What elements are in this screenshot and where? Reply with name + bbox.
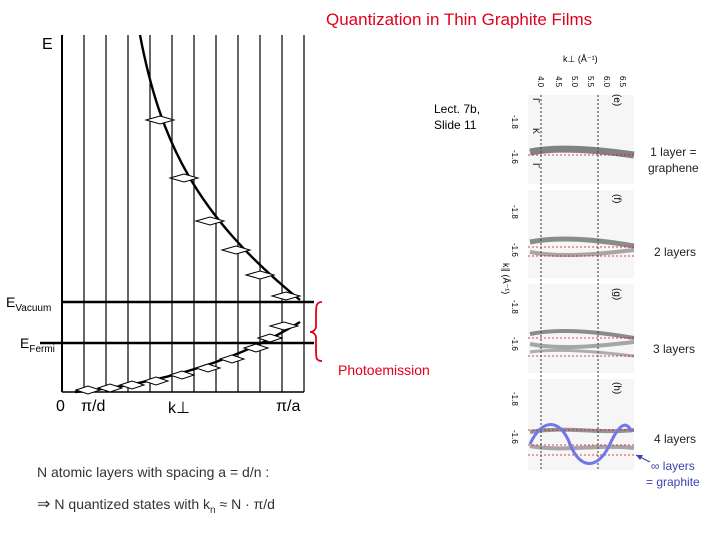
implies-arrow-icon: ⇒ bbox=[37, 496, 51, 513]
fermi-level-label: EFermi bbox=[20, 335, 55, 355]
symmetry-marker: K bbox=[531, 128, 541, 134]
spectrum-band bbox=[529, 145, 635, 159]
fermi-level-main: E bbox=[20, 335, 30, 351]
spectra-top-tick: 4.0 bbox=[536, 76, 545, 88]
photoemission-label: Photoemission bbox=[338, 362, 430, 378]
spectra-side-tick: -1.8 bbox=[510, 115, 519, 129]
lower-band-curve bbox=[74, 320, 301, 394]
quantized-state-marker bbox=[74, 385, 102, 395]
fermi-level-sub: Fermi bbox=[29, 343, 55, 355]
quantized-state-marker bbox=[168, 370, 196, 380]
quantized-state-marker bbox=[256, 333, 284, 343]
graphite-dispersion-highlight bbox=[528, 423, 634, 465]
spectra-side-tick: -1.8 bbox=[510, 392, 519, 406]
spectra-top-tick: 5.0 bbox=[570, 76, 579, 88]
quantized-state-marker bbox=[242, 343, 270, 353]
spectrum-band bbox=[529, 348, 635, 358]
lecture-reference-line1: Lect. 7b, bbox=[434, 102, 481, 116]
label-four-layers: 4 layers bbox=[654, 432, 697, 446]
label-one-layer-line1: 1 layer = bbox=[650, 145, 697, 159]
label-infinite-layers: ∞ layers = graphite bbox=[646, 458, 700, 490]
spectra-side-tick: -1.6 bbox=[510, 430, 519, 444]
quantized-state-marker bbox=[118, 380, 146, 390]
spectrum-band bbox=[529, 340, 635, 350]
symmetry-marker: Γ bbox=[531, 98, 541, 103]
energy-axis-label: E bbox=[42, 36, 53, 53]
note-quantized-sub: n bbox=[210, 504, 216, 516]
spectra-panel-labels: (e) (f) (g) (h) bbox=[611, 94, 622, 394]
spectra-side-tick: -1.6 bbox=[510, 337, 519, 351]
spectra-side-ticks: -1.8 -1.6 -1.8 -1.6 -1.8 -1.6 -1.8 -1.6 bbox=[510, 115, 519, 444]
upper-band-states bbox=[144, 115, 302, 301]
spectra-side-tick: -1.8 bbox=[510, 300, 519, 314]
label-two-layers: 2 layers bbox=[654, 245, 697, 259]
spectra-top-tick: 6.0 bbox=[602, 76, 611, 88]
quantized-state-marker bbox=[194, 216, 226, 226]
k-axis-pi-over-d: π/d bbox=[81, 398, 106, 415]
spectra-symmetry-markers: Γ K Γ bbox=[531, 98, 541, 168]
spectrum-band bbox=[529, 248, 635, 258]
lecture-reference: Lect. 7b, Slide 11 bbox=[434, 101, 480, 133]
spectrum-band bbox=[529, 329, 635, 340]
vacuum-level-sub: Vacuum bbox=[15, 302, 52, 314]
panel-label: (e) bbox=[611, 94, 622, 106]
vacuum-level-label: EVacuum bbox=[6, 294, 51, 314]
spectra-top-ticks: 4.0 4.5 5.0 5.5 6.0 6.5 bbox=[536, 76, 627, 88]
quantized-state-marker bbox=[268, 321, 300, 331]
spectra-top-tick: 6.5 bbox=[618, 76, 627, 88]
note-quantized-states: ⇒ N quantized states with kn ≈ N · π/d bbox=[37, 494, 275, 516]
quantized-state-marker bbox=[144, 115, 176, 125]
spectra-side-tick: -1.6 bbox=[510, 243, 519, 257]
spectra-side-tick: -1.6 bbox=[510, 150, 519, 164]
note-quantized-tail: ≈ N · π/d bbox=[215, 496, 275, 512]
quantized-state-marker bbox=[142, 376, 170, 386]
lower-band-states bbox=[74, 321, 300, 395]
spectrum-band bbox=[529, 444, 635, 451]
note-quantized-text: N quantized states with k bbox=[54, 496, 211, 512]
panel-label: (h) bbox=[611, 382, 622, 394]
spectra-top-tick: 5.5 bbox=[586, 76, 595, 88]
label-one-layer-line2: graphene bbox=[648, 161, 699, 175]
page-title: Quantization in Thin Graphite Films bbox=[326, 10, 593, 29]
spectra-kperp-header: k⊥ (Å⁻¹) bbox=[563, 54, 598, 64]
vacuum-level-main: E bbox=[6, 294, 16, 310]
label-one-layer: 1 layer = graphene bbox=[648, 144, 699, 176]
quantized-state-marker bbox=[168, 173, 200, 183]
label-infinite-layers-line2: = graphite bbox=[646, 475, 700, 489]
k-axis-k-perp: k⊥ bbox=[168, 400, 190, 417]
quantized-state-marker bbox=[194, 363, 222, 373]
quantized-state-marker bbox=[96, 383, 124, 393]
spectra-side-tick: -1.8 bbox=[510, 205, 519, 219]
photoemission-bracket bbox=[309, 301, 323, 362]
upper-band-curve bbox=[138, 34, 301, 301]
quantized-state-marker bbox=[218, 354, 246, 364]
label-three-layers: 3 layers bbox=[653, 342, 696, 356]
panel-label: (g) bbox=[611, 288, 622, 300]
quantized-state-marker bbox=[220, 245, 252, 255]
k-axis-pi-over-a: π/a bbox=[276, 398, 301, 415]
graphite-pointer-arrowhead bbox=[636, 455, 643, 460]
label-infinite-layers-line1: ∞ layers bbox=[650, 459, 695, 473]
symmetry-marker: Γ bbox=[531, 163, 541, 168]
panel-label: (f) bbox=[611, 194, 622, 203]
quantized-state-marker bbox=[244, 270, 276, 280]
k-axis-origin: 0 bbox=[56, 398, 65, 415]
arpes-spectra-panel bbox=[528, 95, 651, 470]
lecture-reference-line2: Slide 11 bbox=[434, 118, 477, 132]
spectra-top-tick: 4.5 bbox=[554, 76, 563, 88]
k-grid bbox=[61, 35, 305, 392]
spectra-kpar-label: k∥ (Å⁻¹) bbox=[501, 263, 511, 294]
spectrum-band bbox=[529, 236, 635, 249]
note-layer-spacing: N atomic layers with spacing a = d/n : bbox=[37, 464, 270, 480]
quantized-state-marker bbox=[270, 291, 302, 301]
